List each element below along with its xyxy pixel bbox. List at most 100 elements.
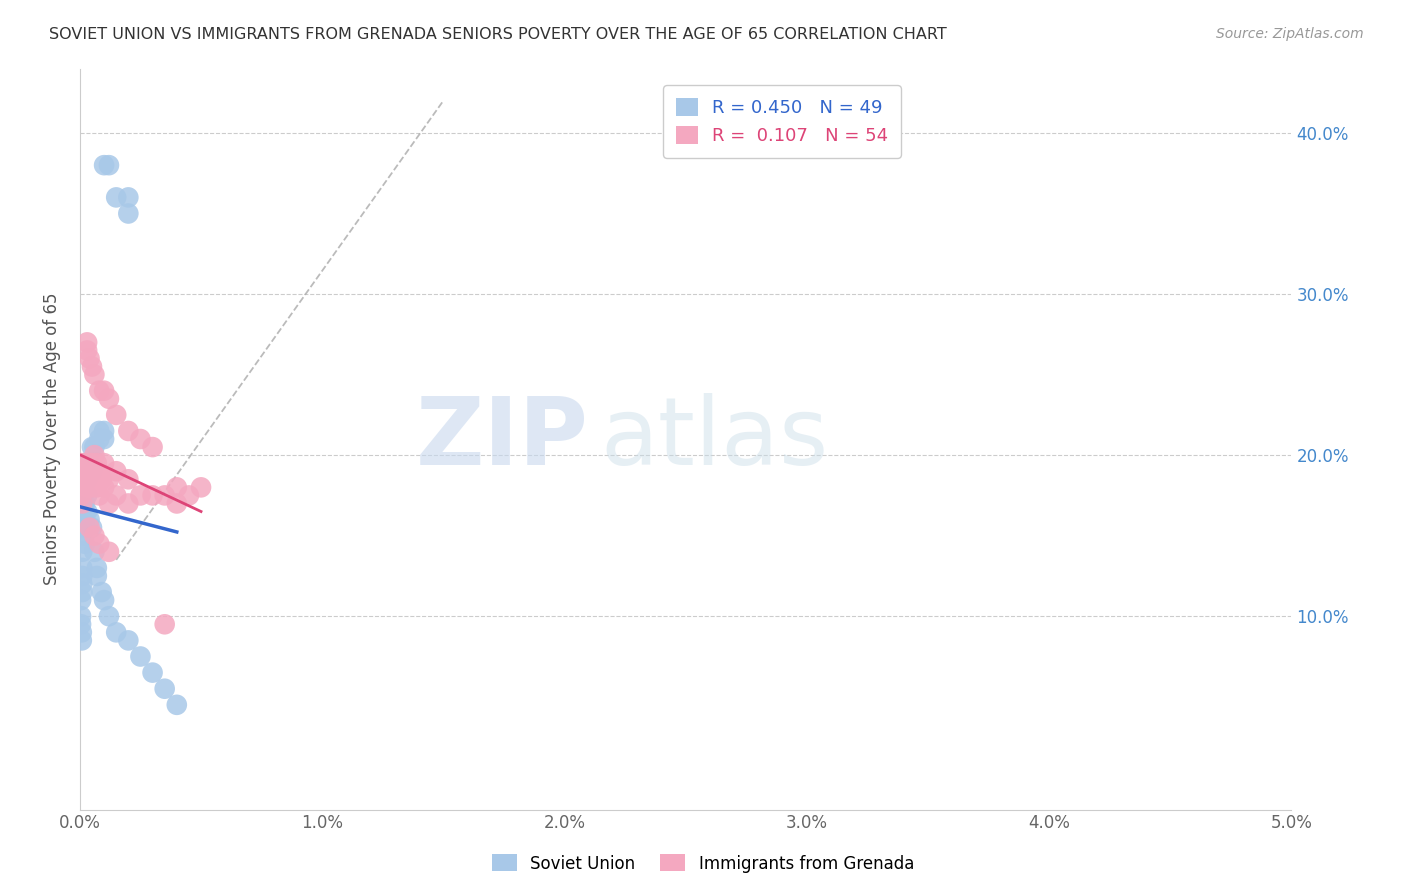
Point — [72, 569, 94, 583]
Point — [79, 480, 101, 494]
Point — [93, 432, 115, 446]
Point — [80, 456, 103, 470]
Point — [105, 488, 128, 502]
Point — [76, 343, 98, 358]
Point — [73, 464, 96, 478]
Point — [72, 577, 94, 591]
Point — [76, 464, 98, 478]
Point — [117, 496, 139, 510]
Point — [72, 545, 94, 559]
Point — [90, 472, 112, 486]
Point — [73, 472, 96, 486]
Point — [89, 537, 111, 551]
Point — [79, 464, 101, 478]
Point — [93, 158, 115, 172]
Point — [76, 464, 98, 478]
Point — [83, 472, 105, 486]
Point — [70, 633, 93, 648]
Point — [89, 424, 111, 438]
Point — [93, 593, 115, 607]
Point — [80, 521, 103, 535]
Point — [129, 488, 152, 502]
Point — [97, 496, 120, 510]
Point — [190, 480, 212, 494]
Point — [73, 456, 96, 470]
Point — [79, 512, 101, 526]
Point — [76, 488, 98, 502]
Point — [93, 480, 115, 494]
Point — [97, 392, 120, 406]
Point — [73, 537, 96, 551]
Point — [105, 625, 128, 640]
Point — [86, 480, 108, 494]
Point — [70, 609, 93, 624]
Point — [117, 206, 139, 220]
Point — [142, 665, 165, 680]
Point — [153, 488, 176, 502]
Point — [105, 190, 128, 204]
Point — [73, 496, 96, 510]
Point — [73, 504, 96, 518]
Text: atlas: atlas — [600, 393, 830, 485]
Point — [86, 569, 108, 583]
Point — [117, 633, 139, 648]
Point — [72, 472, 94, 486]
Point — [166, 698, 188, 712]
Point — [105, 464, 128, 478]
Text: Source: ZipAtlas.com: Source: ZipAtlas.com — [1216, 27, 1364, 41]
Point — [89, 488, 111, 502]
Point — [89, 464, 111, 478]
Point — [153, 681, 176, 696]
Point — [76, 504, 98, 518]
Point — [177, 488, 200, 502]
Point — [83, 545, 105, 559]
Point — [73, 521, 96, 535]
Point — [73, 529, 96, 543]
Point — [70, 617, 93, 632]
Y-axis label: Seniors Poverty Over the Age of 65: Seniors Poverty Over the Age of 65 — [44, 293, 60, 585]
Point — [89, 432, 111, 446]
Point — [83, 448, 105, 462]
Point — [76, 464, 98, 478]
Point — [93, 424, 115, 438]
Point — [142, 488, 165, 502]
Point — [117, 424, 139, 438]
Text: SOVIET UNION VS IMMIGRANTS FROM GRENADA SENIORS POVERTY OVER THE AGE OF 65 CORRE: SOVIET UNION VS IMMIGRANTS FROM GRENADA … — [49, 27, 948, 42]
Point — [76, 472, 98, 486]
Point — [105, 408, 128, 422]
Point — [72, 585, 94, 599]
Point — [79, 351, 101, 366]
Point — [142, 440, 165, 454]
Point — [86, 456, 108, 470]
Point — [76, 480, 98, 494]
Point — [117, 190, 139, 204]
Point — [72, 456, 94, 470]
Point — [79, 456, 101, 470]
Legend: Soviet Union, Immigrants from Grenada: Soviet Union, Immigrants from Grenada — [485, 847, 921, 880]
Point — [97, 609, 120, 624]
Point — [117, 472, 139, 486]
Point — [93, 456, 115, 470]
Point — [89, 384, 111, 398]
Point — [97, 545, 120, 559]
Point — [153, 617, 176, 632]
Point — [129, 432, 152, 446]
Point — [70, 488, 93, 502]
Point — [90, 585, 112, 599]
Point — [97, 158, 120, 172]
Point — [70, 625, 93, 640]
Point — [70, 456, 93, 470]
Point — [76, 335, 98, 350]
Point — [80, 440, 103, 454]
Point — [79, 456, 101, 470]
Point — [97, 472, 120, 486]
Legend: R = 0.450   N = 49, R =  0.107   N = 54: R = 0.450 N = 49, R = 0.107 N = 54 — [664, 85, 901, 158]
Point — [72, 561, 94, 575]
Point — [83, 368, 105, 382]
Point — [166, 496, 188, 510]
Point — [129, 649, 152, 664]
Point — [79, 521, 101, 535]
Point — [83, 440, 105, 454]
Point — [80, 359, 103, 374]
Point — [86, 561, 108, 575]
